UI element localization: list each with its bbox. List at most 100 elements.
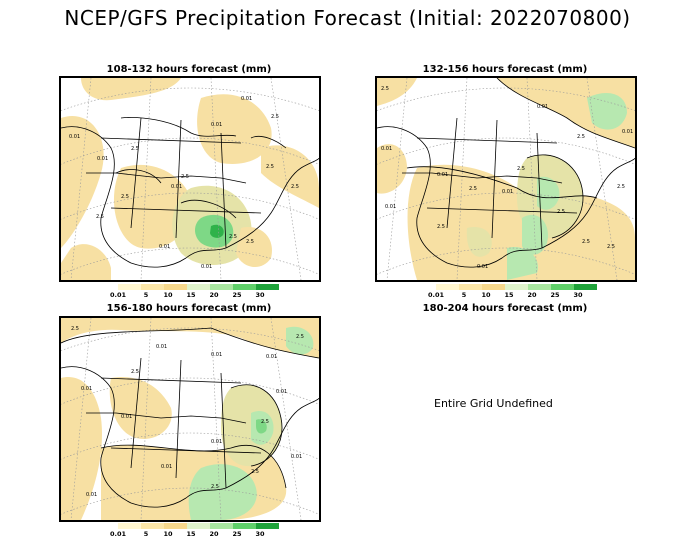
contour-label: 0.01 <box>121 414 132 420</box>
colorbar-swatch <box>210 523 233 529</box>
colorbar-label: 25 <box>232 530 242 538</box>
contour-label: 0.01 <box>502 189 513 195</box>
colorbar-label: 20 <box>209 291 219 299</box>
contour-label: 0.01 <box>86 492 97 498</box>
contour-label: 0.01 <box>385 204 396 210</box>
contour-label: 0.01 <box>97 156 108 162</box>
colorbar-swatch <box>164 523 187 529</box>
colorbar-label: 10 <box>481 291 491 299</box>
contour-label: 0.01 <box>81 386 92 392</box>
contour-label: 2.5 <box>577 134 585 140</box>
colorbar-swatch <box>551 284 574 290</box>
contour-label: 0.01 <box>266 354 277 360</box>
contour-label: 0.01 <box>381 146 392 152</box>
colorbar-swatch <box>187 523 210 529</box>
colorbar-3: 0.01 5 10 15 20 25 30 <box>110 523 279 539</box>
contour-label: 2.5 <box>469 186 477 192</box>
contour-label: 2.5 <box>131 369 139 375</box>
contour-label: 2.5 <box>181 174 189 180</box>
contour-label: 2.5 <box>557 209 565 215</box>
colorbar-label: 10 <box>163 530 173 538</box>
colorbar-swatch <box>574 284 597 290</box>
contour-label: 2.5 <box>437 224 445 230</box>
contour-label: 2.5 <box>251 469 259 475</box>
colorbar-label: 15 <box>504 291 514 299</box>
forecast-map-2: 2.5 0.01 0.01 0.01 2.5 2.5 2.5 0.01 2.5 … <box>375 76 637 282</box>
colorbar-label: 5 <box>143 291 149 299</box>
colorbar-swatches <box>436 284 597 290</box>
colorbar-label: 20 <box>209 530 219 538</box>
colorbar-label: 25 <box>232 291 242 299</box>
contour-label: 2.5 <box>96 214 104 220</box>
colorbar-swatch <box>141 523 164 529</box>
colorbar-swatch <box>505 284 528 290</box>
colorbar-swatches <box>118 284 279 290</box>
colorbar-swatch <box>141 284 164 290</box>
colorbar-label: 15 <box>186 291 196 299</box>
contour-label: 2.5 <box>211 484 219 490</box>
colorbar-swatch <box>118 523 141 529</box>
contour-label: 0.01 <box>537 104 548 110</box>
contour-label: 0.01 <box>622 129 633 135</box>
contour-label: 2.5 <box>381 86 389 92</box>
contour-label: 0.01 <box>156 344 167 350</box>
colorbar-label: 10 <box>163 291 173 299</box>
colorbar-label: 5 <box>461 291 467 299</box>
contour-label: 2.5 <box>266 164 274 170</box>
colorbar-swatches <box>118 523 279 529</box>
colorbar-swatch <box>233 284 256 290</box>
page-title: NCEP/GFS Precipitation Forecast (Initial… <box>64 6 631 30</box>
contour-label: 0.01 <box>159 244 170 250</box>
colorbar-swatch <box>210 284 233 290</box>
colorbar-swatch <box>256 523 279 529</box>
contour-label: 2.5 <box>271 114 279 120</box>
contour-label: 2.5 <box>71 326 79 332</box>
contour-label: 2.5 <box>291 184 299 190</box>
colorbar-swatch <box>164 284 187 290</box>
panel-title-3: 156-180 hours forecast (mm) <box>106 303 272 314</box>
colorbar-label: 25 <box>550 291 560 299</box>
contour-label: 2.5 <box>246 239 254 245</box>
colorbar-1: 0.01 5 10 15 20 25 30 <box>110 284 279 300</box>
contour-label: 0.01 <box>171 184 182 190</box>
contour-label: 0.01 <box>477 264 488 270</box>
contour-label: 0.01 <box>211 352 222 358</box>
panel-title-2: 132-156 hours forecast (mm) <box>422 64 588 75</box>
colorbar-swatch <box>528 284 551 290</box>
colorbar-label: 0.01 <box>109 530 127 538</box>
contour-label: 2.5 <box>517 166 525 172</box>
colorbar-label: 20 <box>527 291 537 299</box>
contour-label: 2.5 <box>617 184 625 190</box>
contour-label: 2.5 <box>121 194 129 200</box>
forecast-map-1: 0.01 0.01 2.5 2.5 0.01 2.5 2.5 0.01 2.5 … <box>59 76 321 282</box>
colorbar-swatch <box>256 284 279 290</box>
contour-label: 0.01 <box>211 122 222 128</box>
colorbar-label: 0.01 <box>109 291 127 299</box>
contour-label: 2.5 <box>582 239 590 245</box>
contour-label: 0.01 <box>291 454 302 460</box>
contour-label: 2.5 <box>296 334 304 340</box>
colorbar-swatch <box>459 284 482 290</box>
contour-label: 0.01 <box>161 464 172 470</box>
colorbar-label: 0.01 <box>427 291 445 299</box>
contour-label: 0.01 <box>241 96 252 102</box>
undefined-grid-message: Entire Grid Undefined <box>434 397 553 410</box>
contour-label: 0.01 <box>211 439 222 445</box>
colorbar-label: 30 <box>573 291 583 299</box>
colorbar-swatch <box>233 523 256 529</box>
panel-title-4: 180-204 hours forecast (mm) <box>422 303 588 314</box>
colorbar-swatch <box>118 284 141 290</box>
contour-label: 0.01 <box>437 172 448 178</box>
colorbar-label: 30 <box>255 291 265 299</box>
contour-label: 2.5 <box>229 234 237 240</box>
contour-label: 2.5 <box>261 419 269 425</box>
colorbar-swatch <box>482 284 505 290</box>
contour-label: 0.01 <box>201 264 212 270</box>
colorbar-swatch <box>187 284 210 290</box>
colorbar-label: 5 <box>143 530 149 538</box>
colorbar-label: 30 <box>255 530 265 538</box>
contour-label: 2.5 <box>131 146 139 152</box>
panel-title-1: 108-132 hours forecast (mm) <box>106 64 272 75</box>
contour-label: 0.01 <box>276 389 287 395</box>
forecast-map-3: 2.5 0.01 2.5 0.01 0.01 0.01 0.01 2.5 0.0… <box>59 316 321 522</box>
